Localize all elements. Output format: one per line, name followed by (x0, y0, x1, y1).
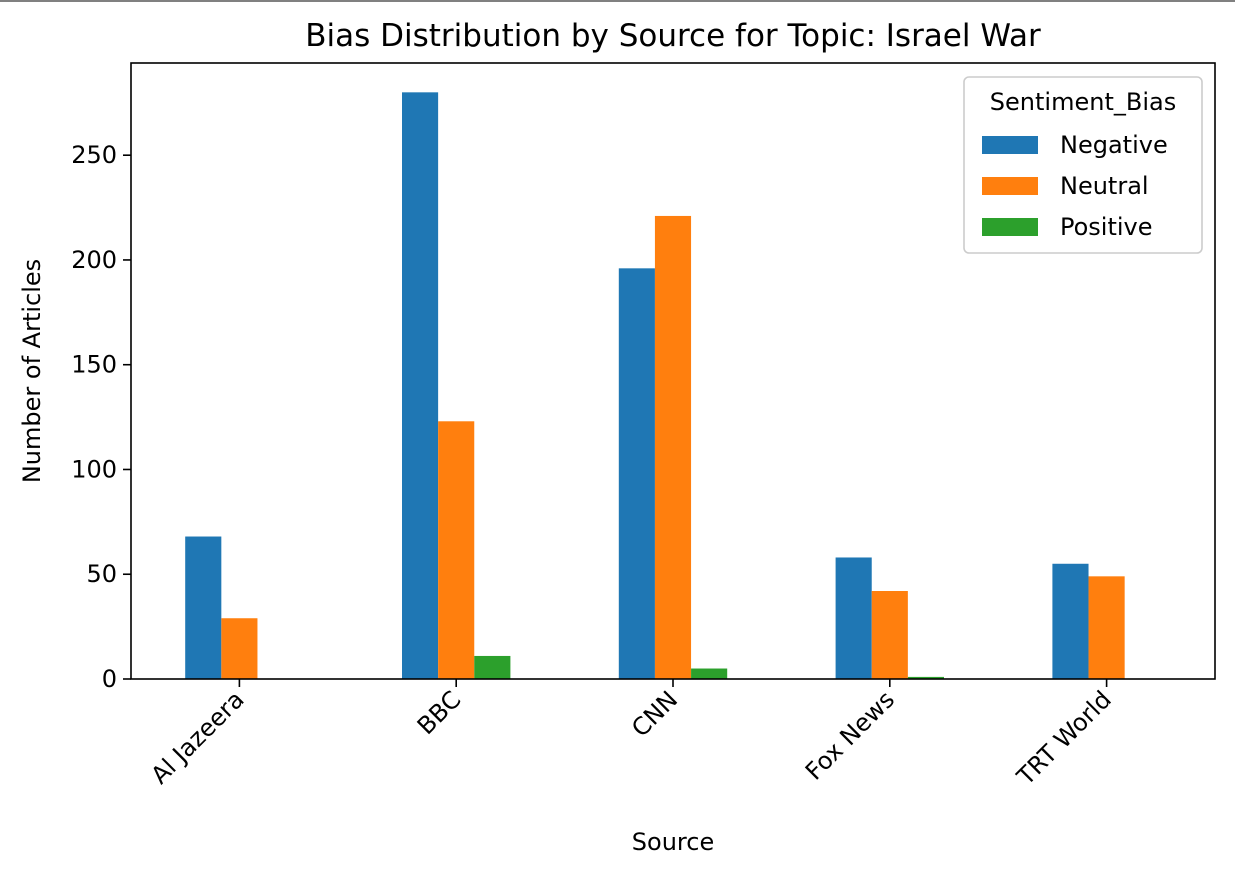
bar-neutral-fox-news (871, 591, 908, 679)
legend: Sentiment_Bias Negative Neutral Positive (963, 76, 1203, 254)
y-tick-label: 100 (71, 455, 117, 483)
x-tick-label: Fox News (800, 685, 900, 785)
legend-label-positive: Positive (1060, 213, 1153, 241)
bar-negative-bbc (402, 92, 439, 679)
x-tick-label: CNN (626, 685, 683, 742)
x-axis-label: Source (632, 828, 714, 856)
x-tick-label: Al Jazeera (146, 685, 250, 789)
bar-positive-fox-news (907, 676, 944, 679)
legend-label-neutral: Neutral (1060, 172, 1149, 200)
chart-title: Bias Distribution by Source for Topic: I… (305, 18, 1041, 54)
y-axis-label: Number of Articles (18, 259, 46, 483)
bar-neutral-trt-world (1088, 576, 1125, 679)
y-tick-label: 0 (102, 665, 117, 693)
legend-entries: Negative Neutral Positive (982, 131, 1168, 241)
legend-frame (963, 76, 1203, 254)
y-tick-label: 150 (71, 351, 117, 379)
bars-group (185, 92, 1125, 679)
bar-neutral-cnn (654, 215, 692, 679)
y-tick-label: 50 (86, 560, 117, 588)
x-tick-label: BBC (412, 685, 467, 740)
legend-label-negative: Negative (1060, 131, 1168, 159)
y-tick-label: 200 (71, 246, 117, 274)
x-tick-label: TRT World (1011, 685, 1117, 791)
bar-neutral-bbc (438, 421, 475, 679)
legend-swatch-neutral (982, 177, 1038, 195)
legend-swatch-negative (982, 136, 1038, 154)
y-axis-ticks: 0 50 100 150 200 250 (71, 141, 131, 693)
bar-negative-al-jazeera (185, 536, 222, 679)
legend-swatch-positive (982, 218, 1038, 236)
bar-neutral-al-jazeera (221, 618, 258, 679)
bar-negative-trt-world (1052, 563, 1089, 679)
bar-positive-bbc (474, 655, 511, 679)
x-axis-ticks: Al Jazeera BBC CNN Fox News TRT World (146, 679, 1117, 791)
bar-negative-cnn (618, 268, 655, 679)
bar-negative-fox-news (835, 557, 872, 679)
bar-positive-cnn (691, 668, 728, 679)
y-tick-label: 250 (71, 141, 117, 169)
legend-title: Sentiment_Bias (990, 88, 1176, 116)
